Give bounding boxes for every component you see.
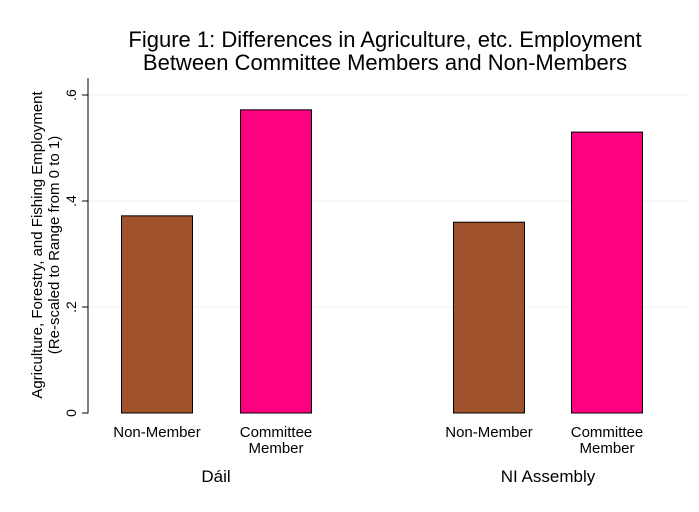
text-layer: Figure 1: Differences in Agriculture, et…: [29, 27, 643, 486]
category-label: Member: [579, 440, 634, 457]
y-axis-label-line-2: (Re-scaled to Range from 0 to 1): [46, 136, 63, 354]
bar: [453, 221, 525, 414]
y-tick-label: .6: [63, 89, 79, 101]
y-tick-label: .2: [63, 301, 79, 313]
bar: [240, 109, 312, 414]
category-label: Committee: [571, 424, 644, 441]
y-axis-label-line-1: Agriculture, Forestry, and Fishing Emplo…: [29, 91, 46, 399]
category-label: Member: [248, 440, 303, 457]
axis-layer: [82, 78, 89, 414]
bar: [121, 215, 193, 414]
category-label: Non-Member: [445, 424, 533, 441]
chart-title-line-1: Figure 1: Differences in Agriculture, et…: [128, 27, 641, 52]
group-label: NI Assembly: [501, 467, 596, 486]
y-tick-label: .4: [63, 195, 79, 207]
group-label: Dáil: [201, 467, 230, 486]
y-tick-label: 0: [63, 409, 79, 417]
category-label: Non-Member: [113, 424, 201, 441]
chart-title-line-2: Between Committee Members and Non-Member…: [143, 50, 627, 75]
category-label: Committee: [240, 424, 313, 441]
bar: [571, 131, 643, 414]
bars-layer: [121, 109, 643, 414]
